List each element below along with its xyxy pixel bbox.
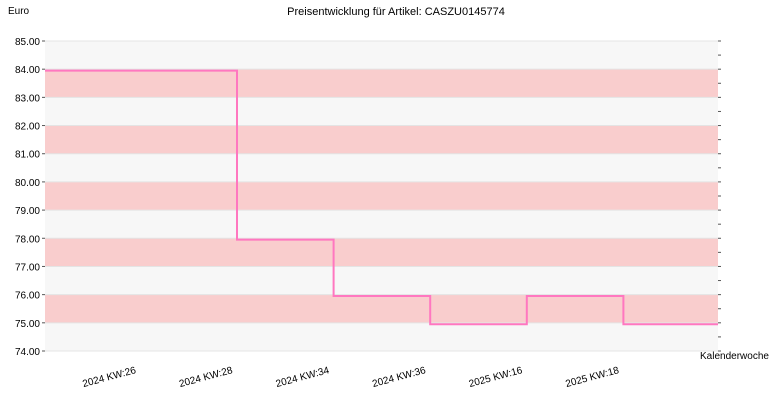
y-axis-label: Euro	[8, 6, 30, 17]
y-tick-label: 82.00	[15, 122, 40, 133]
plot-band	[45, 210, 718, 239]
x-tick-label: 2025 KW:16	[468, 365, 524, 390]
x-axis-label: Kalenderwoche	[700, 351, 769, 362]
plot-band	[45, 125, 718, 154]
right-axis-ticks	[718, 40, 721, 352]
plot-band	[45, 97, 718, 126]
y-tick-label: 79.00	[15, 206, 40, 217]
plot-band	[45, 266, 718, 295]
x-axis-ticks: 2024 KW:26 2024 KW:28 2024 KW:34 2024 KW:36…	[81, 365, 620, 390]
x-tick-label: 2025 KW:18	[564, 365, 620, 390]
y-tick-label: 80.00	[15, 178, 40, 189]
plot-band	[45, 181, 718, 211]
y-tick-label: 77.00	[15, 262, 40, 273]
plot-bands	[45, 40, 718, 352]
price-step-line	[45, 69, 718, 326]
y-tick-label: 84.00	[15, 65, 40, 76]
y-tick-label: 81.00	[15, 150, 40, 161]
chart-title: Preisentwicklung für Artikel: CASZU01457…	[287, 6, 505, 18]
y-tick-label: 74.00	[15, 347, 40, 358]
x-tick-label: 2024 KW:36	[371, 365, 427, 390]
y-tick-label: 76.00	[15, 291, 40, 302]
plot-band	[45, 69, 718, 98]
y-tick-label: 85.00	[15, 37, 40, 48]
plot-band	[45, 294, 718, 323]
x-tick-label: 2024 KW:34	[275, 365, 331, 390]
y-tick-label: 83.00	[15, 93, 40, 104]
y-tick-label: 75.00	[15, 319, 40, 330]
x-tick-label: 2024 KW:26	[81, 365, 137, 390]
y-axis-ticks: 74.00 75.00 76.00 77.00 78.00 79.00 80.00 81.00…	[15, 37, 45, 358]
plot-band	[45, 153, 718, 182]
plot-band	[45, 238, 718, 267]
plot-band	[45, 322, 718, 351]
plot-band	[45, 41, 718, 70]
series-group	[45, 69, 718, 326]
y-tick-label: 78.00	[15, 234, 40, 245]
x-tick-label: 2024 KW:28	[178, 365, 234, 390]
